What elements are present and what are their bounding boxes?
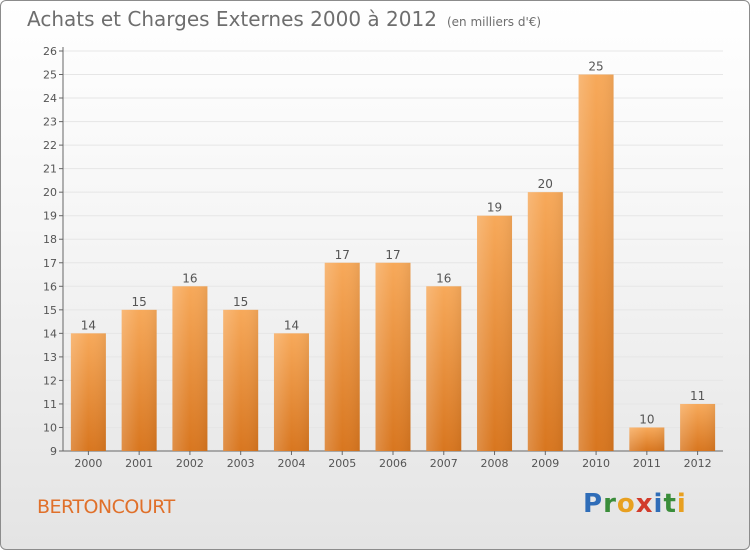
x-tick-label: 2009 <box>531 457 559 470</box>
y-tick-label: 18 <box>43 233 57 246</box>
logo-letter: t <box>663 489 677 519</box>
logo-letter: x <box>635 489 654 519</box>
bar-shine <box>578 74 614 451</box>
bar-value-label: 19 <box>487 201 502 215</box>
bar-layer: 14 15 16 15 14 17 17 16 19 20 25 10 11 <box>70 60 716 452</box>
bar-value-label: 20 <box>538 177 553 191</box>
bar-value-label: 15 <box>132 295 147 309</box>
y-tick-label: 14 <box>43 327 57 340</box>
bar-value-label: 10 <box>639 412 654 426</box>
x-tick-label: 2001 <box>125 457 153 470</box>
bar-value-label: 14 <box>284 318 299 332</box>
bar-value-label: 16 <box>436 271 451 285</box>
bar-value-label: 11 <box>690 389 705 403</box>
y-tick-label: 22 <box>43 139 57 152</box>
title-text: Achats et Charges Externes 2000 à 2012 <box>27 7 437 31</box>
bar-value-label: 17 <box>335 248 350 262</box>
bar-value-label: 16 <box>182 271 197 285</box>
bar-shine <box>527 192 563 452</box>
x-tick-label: 2008 <box>481 457 509 470</box>
bar-shine <box>629 427 665 451</box>
bar-shine <box>273 333 309 451</box>
x-tick-label: 2007 <box>430 457 458 470</box>
y-tick-label: 26 <box>43 45 57 58</box>
y-tick-label: 20 <box>43 186 57 199</box>
x-tick-label: 2004 <box>277 457 305 470</box>
bar-shine <box>477 215 513 451</box>
logo-letter: i <box>676 489 687 519</box>
x-tick-label: 2005 <box>328 457 356 470</box>
x-tick-label: 2010 <box>582 457 610 470</box>
bar-shine <box>324 262 360 451</box>
logo-letter: i <box>653 489 664 519</box>
bar-value-label: 17 <box>385 248 400 262</box>
y-tick-label: 17 <box>43 257 57 270</box>
y-tick-label: 12 <box>43 374 57 387</box>
bar-value-label: 14 <box>81 318 96 332</box>
bar-shine <box>121 309 157 451</box>
y-tick-label: 24 <box>43 92 57 105</box>
chart-title: Achats et Charges Externes 2000 à 2012 (e… <box>27 7 541 31</box>
bar-shine <box>680 403 716 451</box>
y-tick-label: 16 <box>43 280 57 293</box>
logo-letter: P <box>583 489 604 519</box>
y-tick-label: 10 <box>43 421 57 434</box>
bar-shine <box>70 333 106 451</box>
x-tick-label: 2011 <box>633 457 661 470</box>
bar-value-label: 25 <box>588 60 603 74</box>
y-tick-label: 15 <box>43 304 57 317</box>
y-tick-label: 19 <box>43 210 57 223</box>
y-tick-label: 23 <box>43 116 57 129</box>
bar-value-label: 15 <box>233 295 248 309</box>
y-tick-label: 13 <box>43 351 57 364</box>
bar-shine <box>223 309 259 451</box>
y-tick-label: 11 <box>43 398 57 411</box>
commune-name: BERTONCOURT <box>37 496 175 518</box>
x-tick-label: 2003 <box>227 457 255 470</box>
proxiti-logo[interactable]: Proxiti <box>583 489 687 519</box>
x-tick-label: 2006 <box>379 457 407 470</box>
x-tick-label: 2000 <box>74 457 102 470</box>
y-tick-label: 21 <box>43 163 57 176</box>
y-tick-label: 25 <box>43 69 57 82</box>
x-tick-label: 2012 <box>684 457 712 470</box>
x-tick-label: 2002 <box>176 457 204 470</box>
bar-shine <box>426 286 462 451</box>
logo-letter: r <box>603 489 617 519</box>
bar-shine <box>375 262 411 451</box>
logo-letter: o <box>616 489 636 519</box>
unit-label: (en milliers d'€) <box>446 15 542 29</box>
y-tick-label: 9 <box>50 445 57 458</box>
bar-shine <box>172 286 208 451</box>
